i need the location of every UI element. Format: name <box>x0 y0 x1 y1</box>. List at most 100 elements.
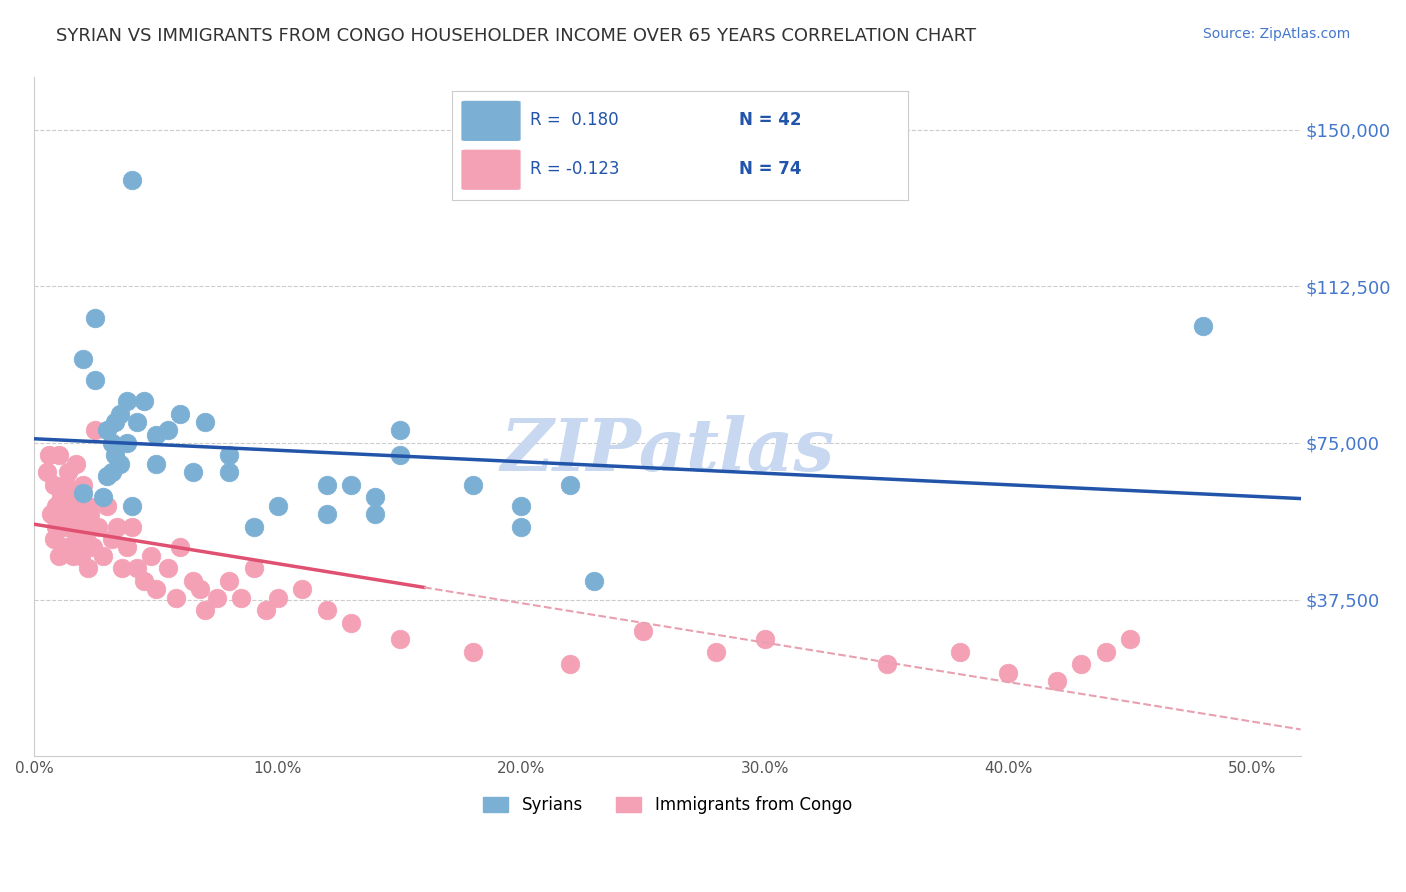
Point <box>115 436 138 450</box>
Point <box>157 561 180 575</box>
Point <box>218 574 240 588</box>
Point <box>108 407 131 421</box>
Point <box>205 591 228 605</box>
Point <box>96 499 118 513</box>
Point <box>315 603 337 617</box>
Point <box>69 549 91 563</box>
Point <box>41 507 63 521</box>
Point <box>58 465 80 479</box>
Legend: Syrians, Immigrants from Congo: Syrians, Immigrants from Congo <box>475 788 860 822</box>
Point <box>194 603 217 617</box>
Point <box>254 603 277 617</box>
Point <box>218 449 240 463</box>
Point <box>86 519 108 533</box>
Point <box>62 549 84 563</box>
Text: Source: ZipAtlas.com: Source: ZipAtlas.com <box>1202 27 1350 41</box>
Point <box>169 407 191 421</box>
Point <box>42 477 65 491</box>
Point <box>132 394 155 409</box>
Point <box>121 499 143 513</box>
Point <box>55 477 77 491</box>
Point <box>121 519 143 533</box>
Point <box>51 507 73 521</box>
Point <box>48 449 70 463</box>
Point <box>38 449 60 463</box>
Point <box>291 582 314 597</box>
Point <box>583 574 606 588</box>
Point <box>82 541 104 555</box>
Point <box>91 490 114 504</box>
Point <box>51 490 73 504</box>
Point <box>169 541 191 555</box>
Point <box>125 561 148 575</box>
Point <box>949 645 972 659</box>
Point <box>84 310 107 325</box>
Point <box>108 457 131 471</box>
Point <box>77 499 100 513</box>
Point <box>364 490 387 504</box>
Point <box>45 499 67 513</box>
Point <box>77 561 100 575</box>
Point <box>72 477 94 491</box>
Point <box>181 465 204 479</box>
Point <box>42 532 65 546</box>
Point <box>101 436 124 450</box>
Point <box>72 486 94 500</box>
Point <box>105 519 128 533</box>
Point <box>104 415 127 429</box>
Point <box>125 415 148 429</box>
Point <box>72 352 94 367</box>
Point <box>631 624 654 638</box>
Point <box>145 582 167 597</box>
Point <box>52 519 75 533</box>
Point <box>242 561 264 575</box>
Point <box>48 549 70 563</box>
Point <box>194 415 217 429</box>
Point <box>121 173 143 187</box>
Point <box>111 561 134 575</box>
Point <box>75 532 97 546</box>
Point <box>188 582 211 597</box>
Point <box>242 519 264 533</box>
Point <box>218 465 240 479</box>
Point <box>55 507 77 521</box>
Point <box>52 541 75 555</box>
Point <box>101 465 124 479</box>
Point <box>65 532 87 546</box>
Point <box>231 591 253 605</box>
Point <box>461 477 484 491</box>
Point <box>91 549 114 563</box>
Point <box>510 499 533 513</box>
Point <box>115 541 138 555</box>
Point <box>558 657 581 672</box>
Point <box>132 574 155 588</box>
Point <box>340 615 363 630</box>
Point <box>45 519 67 533</box>
Point <box>104 449 127 463</box>
Point <box>704 645 727 659</box>
Point <box>65 457 87 471</box>
Point <box>1046 674 1069 689</box>
Point <box>876 657 898 672</box>
Point <box>364 507 387 521</box>
Point <box>84 424 107 438</box>
Point <box>79 507 101 521</box>
Point <box>315 507 337 521</box>
Point <box>115 394 138 409</box>
Point <box>145 427 167 442</box>
Text: ZIPatlas: ZIPatlas <box>501 416 835 486</box>
Point <box>558 477 581 491</box>
Point <box>1095 645 1118 659</box>
Point <box>165 591 187 605</box>
Point <box>35 465 58 479</box>
Point <box>754 632 776 647</box>
Point <box>510 519 533 533</box>
Point <box>62 490 84 504</box>
Point <box>388 424 411 438</box>
Point <box>997 665 1019 680</box>
Point <box>69 519 91 533</box>
Point <box>1070 657 1092 672</box>
Point <box>461 645 484 659</box>
Point <box>84 373 107 387</box>
Point <box>388 449 411 463</box>
